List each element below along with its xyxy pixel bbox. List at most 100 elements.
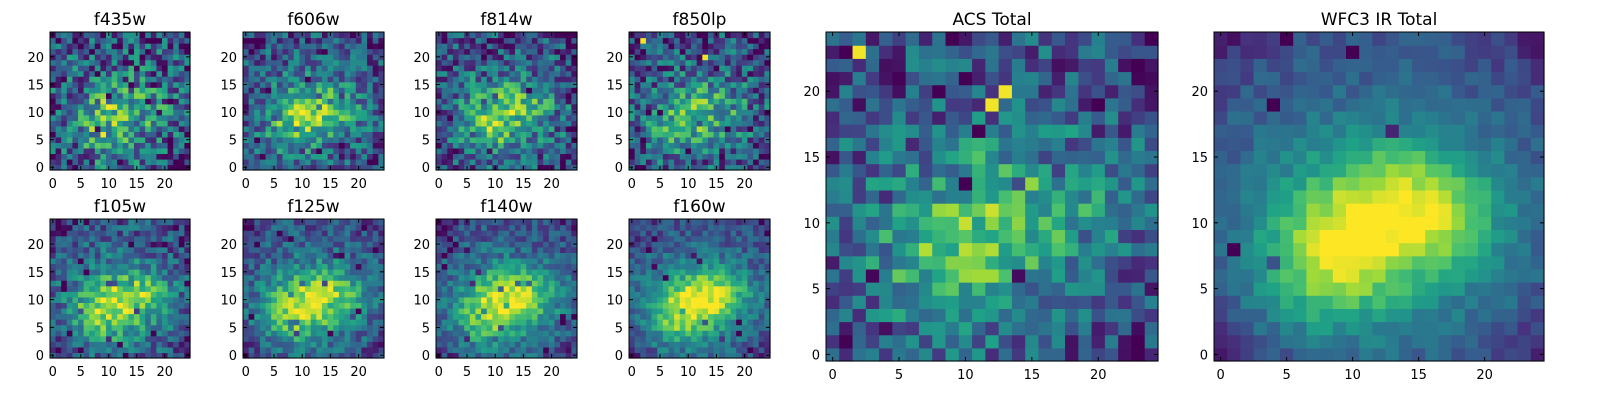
heatmap-cell xyxy=(972,334,986,349)
heatmap-cell xyxy=(162,92,169,99)
y-tick-label: 5 xyxy=(615,134,623,149)
heatmap-cell xyxy=(1144,347,1159,362)
heatmap-cell xyxy=(145,76,152,83)
heatmap-cell xyxy=(327,341,334,348)
heatmap-cell xyxy=(162,246,169,253)
heatmap-cell xyxy=(932,282,947,296)
heatmap-cell xyxy=(162,307,169,315)
heatmap-cell xyxy=(184,346,191,354)
heatmap-cell xyxy=(458,153,465,160)
heatmap-cell xyxy=(1065,84,1079,99)
heatmap-cell xyxy=(514,120,522,127)
heatmap-cell xyxy=(265,153,272,160)
heatmap-cell xyxy=(707,98,715,105)
heatmap-cell xyxy=(629,125,636,132)
heatmap-cell xyxy=(355,147,363,155)
heatmap-cell xyxy=(685,65,692,72)
heatmap-cell xyxy=(441,70,448,77)
heatmap-cell xyxy=(758,109,765,116)
heatmap-cell xyxy=(892,45,907,59)
heatmap-cell xyxy=(66,158,73,166)
heatmap-cell xyxy=(1038,321,1053,336)
heatmap-cell xyxy=(316,43,323,50)
heatmap-cell xyxy=(271,81,278,88)
heatmap-cell xyxy=(458,120,465,127)
heatmap-cell xyxy=(271,59,278,66)
heatmap-cell xyxy=(321,335,329,342)
heatmap-cell xyxy=(344,219,351,226)
heatmap-cell xyxy=(122,153,129,160)
heatmap-cell xyxy=(150,120,157,127)
heatmap-cell xyxy=(167,302,174,309)
heatmap-cell xyxy=(128,235,135,242)
heatmap-cell xyxy=(486,131,493,138)
heatmap-cell xyxy=(514,65,522,72)
heatmap-cell xyxy=(259,76,267,83)
heatmap-cell xyxy=(985,32,1000,46)
heatmap-cell xyxy=(355,142,363,149)
heatmap-cell xyxy=(333,252,340,259)
heatmap-cell xyxy=(1011,150,1026,165)
heatmap-cell xyxy=(327,114,334,121)
heatmap-cell xyxy=(486,285,493,292)
heatmap-cell xyxy=(1025,321,1040,336)
heatmap-cell xyxy=(972,229,986,244)
heatmap-cell xyxy=(310,257,317,265)
heatmap-cell xyxy=(372,65,379,72)
heatmap-cell xyxy=(83,257,90,265)
heatmap-cell xyxy=(1144,137,1159,152)
heatmap-cell xyxy=(634,37,641,44)
heatmap-cell xyxy=(248,302,255,309)
heatmap-cell xyxy=(679,65,686,72)
heatmap-cell xyxy=(344,346,351,354)
heatmap-cell xyxy=(243,98,250,105)
heatmap-cell xyxy=(293,269,300,276)
heatmap-cell xyxy=(640,92,647,99)
heatmap-cell xyxy=(310,319,317,326)
heatmap-cell xyxy=(333,346,340,354)
heatmap-cell xyxy=(117,346,124,354)
heatmap-cell xyxy=(486,319,493,326)
heatmap-cell xyxy=(758,81,765,88)
heatmap-cell xyxy=(156,246,163,253)
heatmap-cell xyxy=(327,235,334,242)
heatmap-cell xyxy=(134,54,141,61)
heatmap-cell xyxy=(447,352,454,359)
heatmap-cell xyxy=(282,257,289,265)
heatmap-cell xyxy=(50,252,57,259)
heatmap-cell xyxy=(83,335,90,342)
heatmap-cell xyxy=(333,274,340,281)
heatmap-cell xyxy=(122,87,129,94)
heatmap-cell xyxy=(55,335,62,342)
heatmap-cell xyxy=(503,341,510,348)
heatmap-cell xyxy=(537,158,544,166)
heatmap-cell xyxy=(905,255,920,270)
heatmap-cell xyxy=(372,230,379,237)
heatmap-cell xyxy=(305,120,312,127)
heatmap-cell xyxy=(361,98,368,105)
heatmap-cell xyxy=(89,153,96,160)
heatmap-cell xyxy=(156,274,163,281)
heatmap-cell xyxy=(288,219,295,226)
heatmap-cell xyxy=(565,302,572,309)
heatmap-cell xyxy=(288,257,295,265)
heatmap-cell xyxy=(316,136,323,143)
heatmap-cell xyxy=(452,319,460,326)
heatmap-cell xyxy=(758,43,765,50)
heatmap-cell xyxy=(469,37,477,44)
heatmap-cell xyxy=(122,252,129,259)
heatmap-cell xyxy=(492,37,499,44)
heatmap-cell xyxy=(998,321,1013,336)
heatmap-cell xyxy=(173,241,180,248)
heatmap-cell xyxy=(730,109,737,116)
heatmap-cell xyxy=(288,43,295,50)
y-tick-label: 0 xyxy=(615,161,623,176)
heatmap-cell xyxy=(492,98,499,105)
heatmap-cell xyxy=(61,291,68,298)
heatmap-cell xyxy=(1078,58,1093,73)
heatmap-cell xyxy=(282,92,289,99)
heatmap-cell xyxy=(486,59,493,66)
heatmap-cell xyxy=(469,125,477,132)
heatmap-cell xyxy=(128,142,135,149)
heatmap-cell xyxy=(458,87,465,94)
